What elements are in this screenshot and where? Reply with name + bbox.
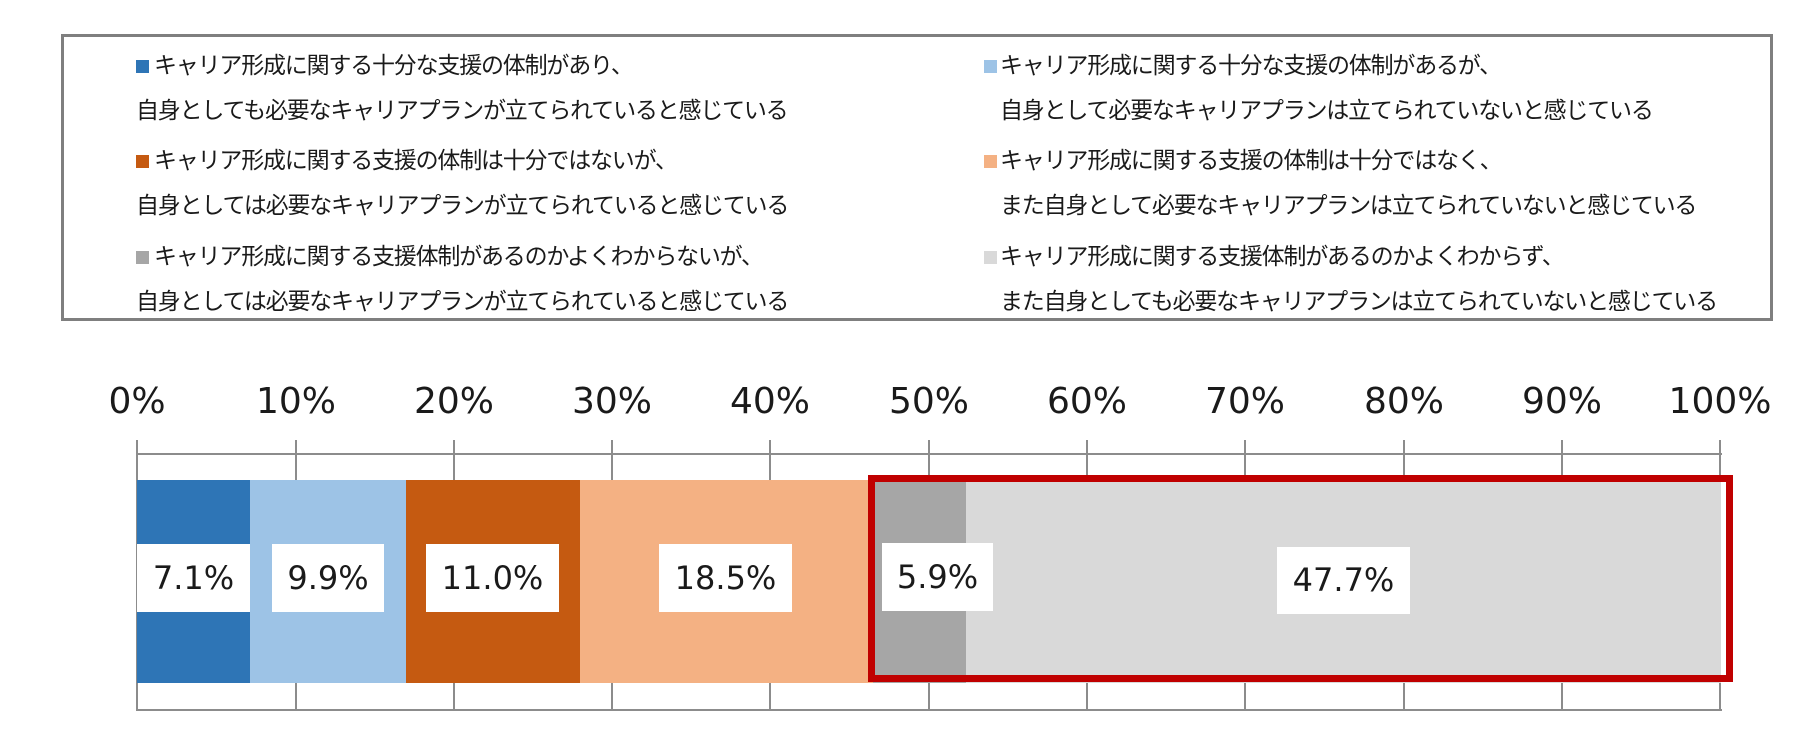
legend-label-line1: キャリア形成に関する支援の体制は十分ではないが、 (154, 148, 678, 174)
data-label-3: 11.0% (426, 544, 559, 612)
legend-label-line2: また自身としても必要なキャリアプランは立てられていないと感じている (1000, 289, 1718, 315)
tick-label-60: 60% (1046, 381, 1128, 422)
data-label-5: 5.9% (882, 543, 993, 611)
tick-label-30: 30% (571, 381, 653, 422)
data-label-1: 7.1% (137, 544, 250, 612)
tick-label-90: 90% (1521, 381, 1603, 422)
x-axis-labels: 0% 10% 20% 30% 40% 50% 60% 70% 80% 90% 1… (0, 380, 1819, 430)
legend-marker-light-gray (984, 251, 997, 264)
data-label-6: 47.7% (1277, 547, 1410, 614)
legend-label-line2: 自身としては必要なキャリアプランが立てられていると感じている (136, 289, 789, 315)
legend-label-line2: 自身として必要なキャリアプランは立てられていないと感じている (1000, 98, 1654, 124)
tick-label-40: 40% (729, 381, 811, 422)
data-label-4: 18.5% (659, 544, 792, 612)
tick-label-50: 50% (888, 381, 970, 422)
legend-label-line1: キャリア形成に関する支援の体制は十分ではなく、 (1000, 148, 1503, 174)
legend-label-line2: 自身としても必要なキャリアプランが立てられていると感じている (136, 98, 789, 124)
legend-label-line1: キャリア形成に関する十分な支援の体制があり、 (154, 53, 634, 79)
legend-marker-light-blue (984, 60, 997, 73)
legend-label-line2: 自身としては必要なキャリアプランが立てられていると感じている (136, 193, 789, 219)
legend-label-line1: キャリア形成に関する十分な支援の体制があるが、 (1000, 53, 1502, 79)
tick-label-0: 0% (108, 381, 166, 422)
tick-label-20: 20% (413, 381, 495, 422)
tick-label-100: 100% (1668, 381, 1772, 422)
highlight-box (868, 475, 1733, 682)
tick-label-10: 10% (255, 381, 337, 422)
legend-marker-peach (984, 155, 997, 168)
legend-label-line1: キャリア形成に関する支援体制があるのかよくわからず、 (1000, 244, 1565, 270)
data-label-2: 9.9% (272, 544, 384, 612)
legend-label-line1: キャリア形成に関する支援体制があるのかよくわからないが、 (154, 244, 764, 270)
legend-label-line2: また自身として必要なキャリアプランは立てられていないと感じている (1000, 193, 1697, 219)
tick-label-80: 80% (1363, 381, 1445, 422)
chart-legend: キャリア形成に関する十分な支援の体制があり、 自身としても必要なキャリアプランが… (61, 34, 1773, 321)
legend-marker-dark-orange (136, 155, 149, 168)
tick-label-70: 70% (1204, 381, 1286, 422)
legend-marker-gray (136, 251, 149, 264)
legend-marker-dark-blue (136, 60, 149, 73)
